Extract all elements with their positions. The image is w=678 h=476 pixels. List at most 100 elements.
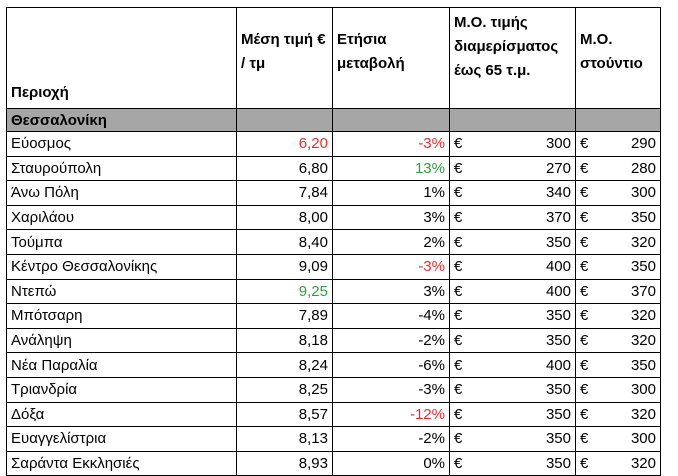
- currency-symbol: €: [454, 455, 463, 473]
- studio-cell: €350: [575, 204, 661, 231]
- currency-symbol: €: [454, 356, 463, 374]
- studio-cell: €350: [575, 253, 661, 280]
- studio-cell: €370: [575, 278, 661, 305]
- apartment-cell: €350: [449, 376, 576, 403]
- price-cell: 8,93: [236, 450, 333, 476]
- price-cell: 7,84: [236, 180, 333, 206]
- studio-value: 320: [630, 307, 656, 325]
- change-cell: 3%: [332, 204, 450, 231]
- studio-cell: €300: [575, 426, 661, 452]
- apartment-value: 350: [545, 381, 571, 399]
- region-cell: Άνω Πόλη: [6, 180, 237, 206]
- change-cell: -6%: [332, 352, 450, 378]
- change-cell: -2%: [332, 327, 450, 354]
- currency-symbol: €: [454, 307, 463, 325]
- apartment-cell: €400: [449, 352, 576, 378]
- price-cell: 7,89: [236, 303, 333, 329]
- currency-symbol: €: [454, 209, 463, 227]
- apartment-cell: €350: [449, 401, 576, 428]
- apartment-cell: €350: [449, 450, 576, 476]
- apartment-cell: €400: [449, 278, 576, 305]
- currency-symbol: €: [580, 258, 589, 276]
- studio-value: 320: [630, 332, 656, 350]
- header-row: Περιοχή Μέση τιμή € / τμ Ετήσια μεταβολή…: [6, 7, 661, 109]
- currency-symbol: €: [580, 430, 589, 448]
- section-cell: [575, 108, 661, 132]
- currency-symbol: €: [580, 381, 589, 399]
- currency-symbol: €: [580, 356, 589, 374]
- studio-cell: €320: [575, 450, 661, 476]
- studio-value: 370: [630, 282, 656, 300]
- studio-value: 350: [630, 209, 656, 227]
- studio-cell: €290: [575, 131, 661, 157]
- studio-value: 290: [630, 135, 656, 153]
- table-row: Χαριλάου 8,00 3% €370 €350: [6, 204, 661, 231]
- change-cell: -2%: [332, 426, 450, 452]
- apartment-cell: €350: [449, 426, 576, 452]
- apartment-value: 340: [545, 184, 571, 202]
- studio-value: 350: [630, 356, 656, 374]
- region-cell: Ντεπώ: [6, 278, 237, 305]
- header-avg-price: Μέση τιμή € / τμ: [236, 7, 333, 109]
- change-cell: 2%: [332, 229, 450, 255]
- change-cell: -3%: [332, 131, 450, 157]
- region-cell: Μπότσαρη: [6, 303, 237, 329]
- studio-value: 300: [630, 184, 656, 202]
- price-cell: 8,57: [236, 401, 333, 428]
- change-cell: 1%: [332, 180, 450, 206]
- price-table: Περιοχή Μέση τιμή € / τμ Ετήσια μεταβολή…: [6, 7, 661, 476]
- change-cell: 0%: [332, 450, 450, 476]
- studio-cell: €320: [575, 401, 661, 428]
- apartment-value: 270: [545, 159, 571, 177]
- apartment-value: 300: [545, 135, 571, 153]
- table-row: Άνω Πόλη 7,84 1% €340 €300: [6, 180, 661, 206]
- studio-value: 280: [630, 159, 656, 177]
- price-cell: 6,20: [236, 131, 333, 157]
- region-cell: Τριανδρία: [6, 376, 237, 403]
- currency-symbol: €: [454, 381, 463, 399]
- currency-symbol: €: [454, 159, 463, 177]
- currency-symbol: €: [580, 405, 589, 423]
- change-cell: 3%: [332, 278, 450, 305]
- currency-symbol: €: [580, 233, 589, 251]
- region-cell: Κέντρο Θεσσαλονίκης: [6, 253, 237, 280]
- studio-cell: €320: [575, 229, 661, 255]
- currency-symbol: €: [580, 159, 589, 177]
- apartment-value: 400: [545, 282, 571, 300]
- studio-value: 320: [630, 405, 656, 423]
- header-avg-studio: Μ.Ο. στούντιο: [575, 7, 661, 109]
- currency-symbol: €: [454, 258, 463, 276]
- table-row: Σταυρούπολη 6,80 13% €270 €280: [6, 155, 661, 182]
- apartment-cell: €340: [449, 180, 576, 206]
- apartment-cell: €300: [449, 131, 576, 157]
- apartment-value: 400: [545, 356, 571, 374]
- table-row: Ευαγγελίστρια 8,13 -2% €350 €300: [6, 426, 661, 452]
- region-cell: Εύοσμος: [6, 131, 237, 157]
- apartment-cell: €350: [449, 229, 576, 255]
- section-cell: [449, 108, 576, 132]
- price-cell: 8,13: [236, 426, 333, 452]
- price-cell: 8,25: [236, 376, 333, 403]
- currency-symbol: €: [454, 430, 463, 448]
- studio-value: 320: [630, 233, 656, 251]
- studio-cell: €300: [575, 376, 661, 403]
- region-cell: Ευαγγελίστρια: [6, 426, 237, 452]
- apartment-value: 350: [545, 455, 571, 473]
- studio-value: 300: [630, 430, 656, 448]
- currency-symbol: €: [580, 184, 589, 202]
- studio-cell: €320: [575, 303, 661, 329]
- change-cell: -4%: [332, 303, 450, 329]
- price-cell: 8,24: [236, 352, 333, 378]
- price-cell: 8,00: [236, 204, 333, 231]
- currency-symbol: €: [580, 282, 589, 300]
- header-annual-change: Ετήσια μεταβολή: [332, 7, 450, 109]
- table-row: Δόξα 8,57 -12% €350 €320: [6, 401, 661, 428]
- table-row: Εύοσμος 6,20 -3% €300 €290: [6, 131, 661, 157]
- price-cell: 9,09: [236, 253, 333, 280]
- price-cell: 9,25: [236, 278, 333, 305]
- price-cell: 8,40: [236, 229, 333, 255]
- table-row: Τούμπα 8,40 2% €350 €320: [6, 229, 661, 255]
- section-row: Θεσσαλονίκη: [6, 108, 661, 132]
- table-row: Ανάληψη 8,18 -2% €350 €320: [6, 327, 661, 354]
- region-cell: Ανάληψη: [6, 327, 237, 354]
